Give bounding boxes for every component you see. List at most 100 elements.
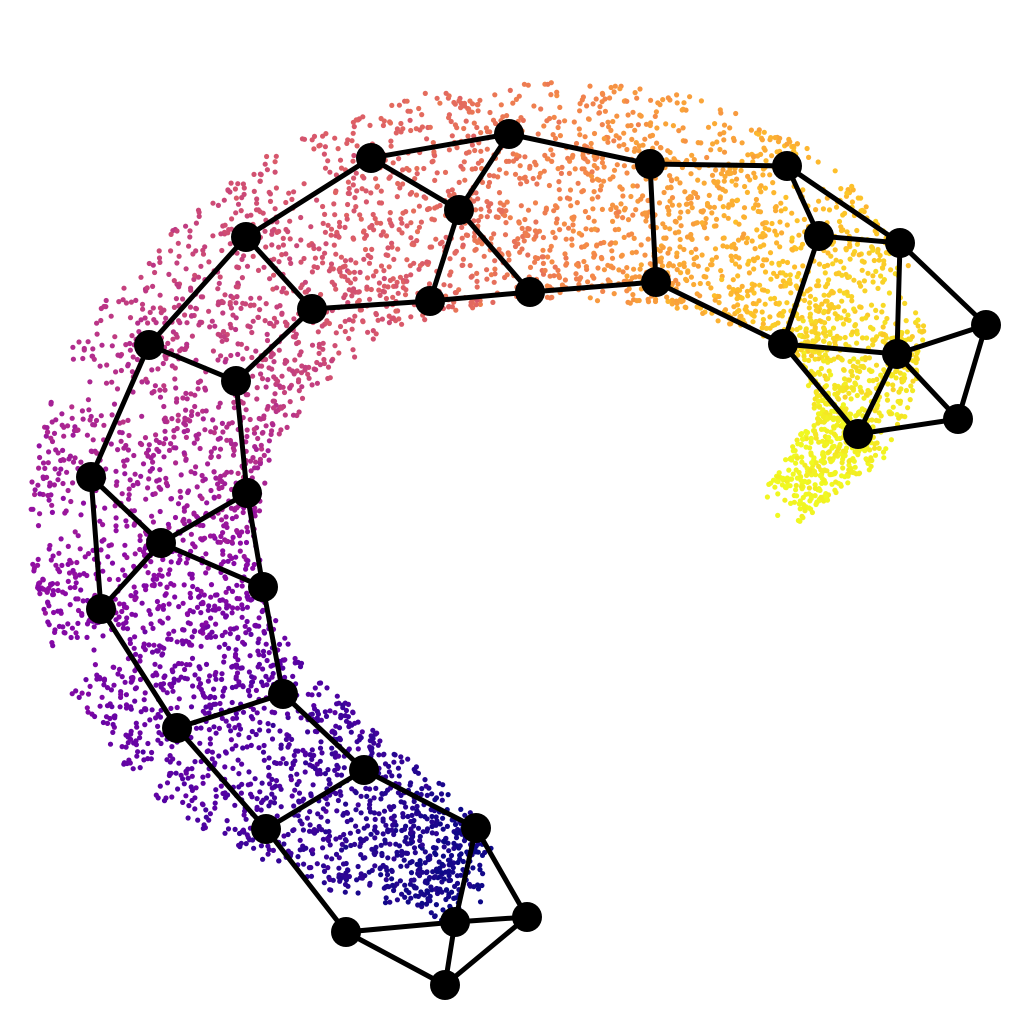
- cell-point: [778, 208, 784, 214]
- cell-point: [264, 657, 270, 664]
- cell-point: [181, 505, 187, 511]
- cell-point: [782, 206, 788, 212]
- cell-point: [134, 724, 140, 730]
- cell-point: [475, 196, 481, 202]
- cell-point: [69, 415, 75, 421]
- cell-point: [132, 698, 138, 704]
- cell-point: [368, 831, 374, 837]
- cell-point: [406, 890, 412, 896]
- cell-point: [844, 229, 850, 235]
- cell-point: [286, 742, 292, 748]
- cell-point: [215, 481, 221, 487]
- cell-point: [233, 326, 239, 333]
- cell-point: [239, 665, 245, 671]
- cell-point: [68, 498, 74, 505]
- cell-point: [463, 232, 469, 238]
- cell-point: [79, 408, 85, 414]
- cell-point: [341, 831, 347, 838]
- cell-point: [553, 220, 560, 226]
- cell-point: [429, 823, 435, 830]
- cell-point: [525, 225, 531, 232]
- cell-point: [806, 491, 812, 497]
- cell-point: [65, 621, 71, 627]
- cell-point: [370, 211, 376, 218]
- cell-point: [188, 594, 194, 601]
- cell-point: [823, 333, 829, 339]
- cell-point: [36, 443, 42, 449]
- cell-point: [414, 171, 420, 177]
- cell-point: [854, 375, 861, 381]
- cell-point: [299, 798, 305, 804]
- cell-point: [52, 627, 58, 633]
- cell-point: [704, 266, 710, 272]
- cell-point: [777, 219, 783, 225]
- cell-point: [145, 453, 151, 459]
- cell-point: [674, 100, 680, 106]
- cell-point: [860, 364, 866, 370]
- cell-point: [713, 223, 719, 229]
- cell-point: [636, 148, 642, 154]
- cell-point: [665, 250, 671, 256]
- cell-point: [303, 845, 309, 851]
- cell-point: [418, 791, 424, 798]
- cell-point: [722, 173, 728, 180]
- cell-point: [73, 688, 79, 694]
- cell-point: [206, 259, 212, 265]
- cell-point: [632, 127, 638, 133]
- cell-point: [542, 267, 548, 274]
- cell-point: [862, 288, 868, 294]
- cell-point: [468, 299, 474, 305]
- cell-point: [373, 844, 379, 850]
- cell-point: [257, 727, 263, 733]
- cell-point: [233, 743, 239, 749]
- cell-point: [188, 412, 195, 419]
- cell-point: [125, 417, 131, 423]
- cell-point: [174, 260, 180, 266]
- cell-point: [797, 325, 803, 331]
- cell-point: [217, 400, 223, 406]
- cell-point: [836, 218, 843, 225]
- cell-point: [790, 471, 796, 477]
- cell-point: [216, 644, 222, 650]
- cell-point: [432, 850, 438, 856]
- cell-point: [821, 326, 828, 332]
- cell-point: [240, 509, 246, 516]
- cell-point: [887, 411, 893, 417]
- cell-point: [239, 529, 245, 535]
- cell-point: [518, 181, 524, 187]
- cell-point: [161, 441, 167, 447]
- cell-point: [440, 853, 446, 859]
- cell-point: [65, 487, 71, 494]
- cell-point: [562, 277, 569, 283]
- cell-point: [60, 495, 66, 501]
- cell-point: [685, 209, 691, 215]
- cell-point: [74, 427, 80, 433]
- cell-point: [147, 468, 153, 474]
- cell-point: [751, 266, 757, 272]
- cell-point: [751, 282, 758, 288]
- cell-point: [321, 356, 327, 363]
- cell-point: [359, 875, 365, 881]
- cell-point: [261, 653, 267, 659]
- cell-point: [363, 836, 369, 842]
- cell-point: [224, 424, 230, 430]
- cell-point: [521, 81, 528, 87]
- cell-point: [302, 279, 308, 285]
- cell-point: [784, 259, 791, 266]
- cell-point: [123, 732, 129, 738]
- cell-point: [53, 447, 59, 453]
- cell-point: [556, 119, 562, 125]
- cell-point: [688, 231, 694, 238]
- cell-point: [315, 811, 321, 817]
- cell-point: [216, 404, 222, 410]
- cell-point: [339, 273, 345, 279]
- cell-point: [48, 557, 54, 563]
- cell-point: [180, 395, 186, 401]
- cell-point: [446, 868, 452, 874]
- cell-point: [181, 781, 187, 787]
- cell-point: [409, 241, 415, 247]
- cell-point: [217, 274, 223, 280]
- cell-point: [818, 494, 824, 500]
- cell-point: [280, 242, 286, 248]
- cell-point: [778, 283, 784, 289]
